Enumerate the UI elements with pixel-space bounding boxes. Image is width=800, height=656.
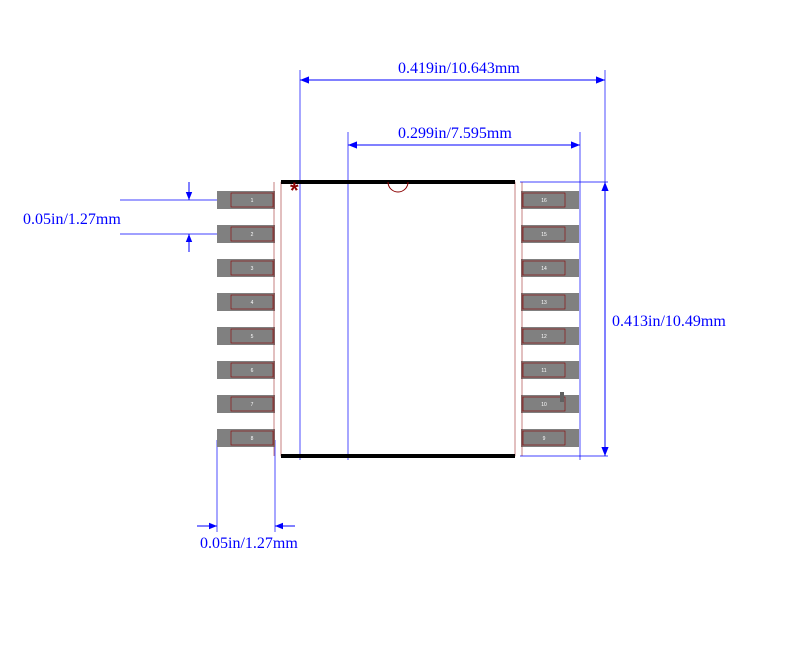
package-body — [281, 182, 515, 456]
dimension-label: 0.05in/1.27mm — [23, 211, 121, 228]
package-bottom-edge — [281, 454, 515, 458]
pin1-marker: * — [290, 178, 299, 203]
footprint-drawing: *123456781615141312111090.419in/10.643mm… — [0, 0, 800, 656]
pad-number: 14 — [541, 266, 547, 272]
pad-number: 11 — [541, 368, 546, 374]
pad — [521, 327, 579, 345]
pad-number: 9 — [543, 436, 546, 442]
pad — [217, 361, 275, 379]
package-top-edge — [281, 180, 515, 184]
pad-number: 7 — [251, 402, 254, 408]
pad — [521, 225, 579, 243]
pad — [521, 429, 579, 447]
pad — [521, 395, 579, 413]
pad-number: 3 — [251, 266, 254, 272]
dimension-label: 0.299in/7.595mm — [398, 125, 512, 142]
dimension-label: 0.05in/1.27mm — [200, 535, 298, 552]
pad — [521, 259, 579, 277]
pad — [217, 395, 275, 413]
pad-number: 13 — [541, 300, 547, 306]
pad — [521, 191, 579, 209]
pad — [521, 293, 579, 311]
pad — [521, 361, 579, 379]
pad — [217, 259, 275, 277]
reference-mark — [560, 392, 564, 402]
pad — [217, 429, 275, 447]
pad — [217, 225, 275, 243]
pad-number: 15 — [541, 232, 547, 238]
pad — [217, 191, 275, 209]
pad — [217, 327, 275, 345]
pad-number: 1 — [251, 198, 254, 204]
pad-number: 5 — [251, 334, 254, 340]
pad-number: 2 — [251, 232, 254, 238]
pad-number: 16 — [541, 198, 547, 204]
dimension-label: 0.413in/10.49mm — [612, 313, 726, 330]
pad-number: 8 — [251, 436, 254, 442]
pad-number: 6 — [251, 368, 254, 374]
pad — [217, 293, 275, 311]
dimension-label: 0.419in/10.643mm — [398, 60, 520, 77]
pad-number: 10 — [541, 402, 547, 408]
pad-number: 12 — [541, 334, 547, 340]
pad-number: 4 — [251, 300, 254, 306]
